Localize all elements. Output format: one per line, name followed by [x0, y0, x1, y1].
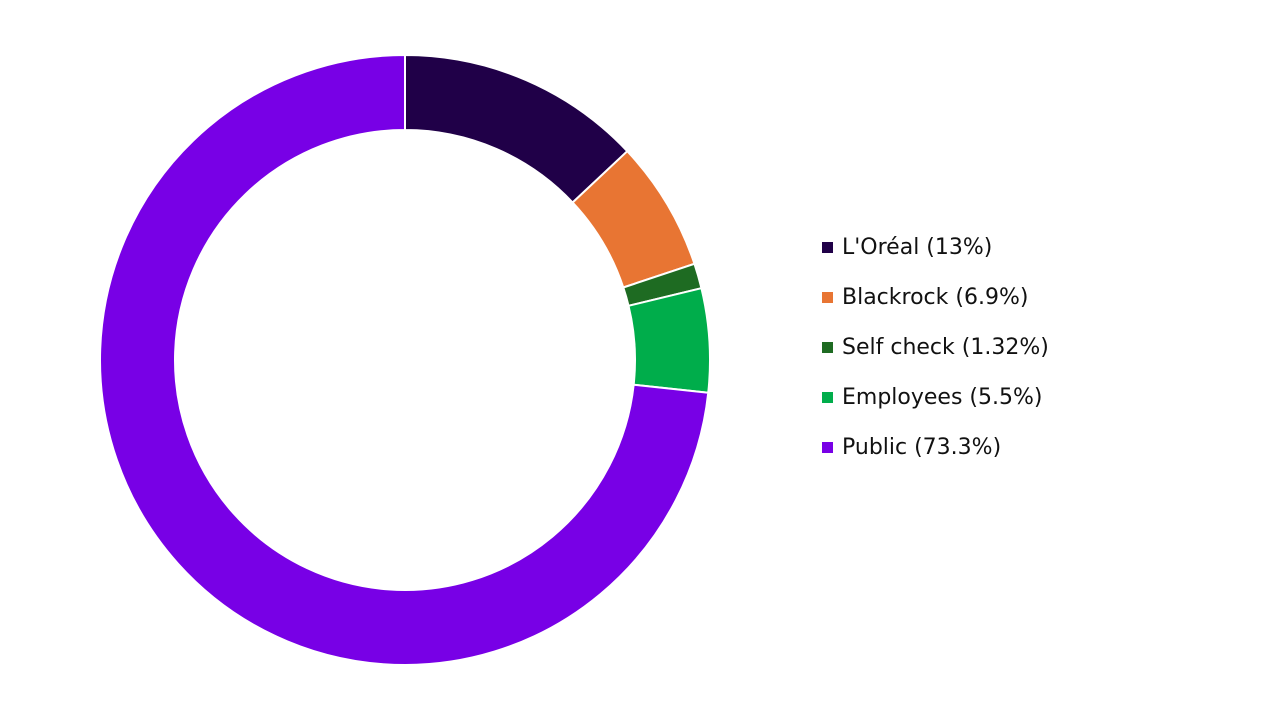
legend-label-public: Public (73.3%): [842, 434, 1002, 460]
legend-swatch-loreal: [822, 241, 833, 253]
legend-item-employees: Employees (5.5%): [822, 372, 1049, 422]
legend-item-self-check: Self check (1.32%): [822, 322, 1049, 372]
legend-item-loreal: L'Oréal (13%): [822, 222, 1049, 272]
donut-slice-employees: [627, 287, 711, 394]
donut-slice-public: [99, 54, 710, 666]
legend-swatch-employees: [822, 391, 833, 403]
legend-label-loreal: L'Oréal (13%): [842, 234, 993, 260]
legend-swatch-blackrock: [822, 291, 833, 303]
donut-slice-l-or-al: [404, 54, 629, 204]
legend-swatch-public: [822, 441, 833, 453]
legend-item-blackrock: Blackrock (6.9%): [822, 272, 1049, 322]
legend-label-blackrock: Blackrock (6.9%): [842, 284, 1029, 310]
legend-label-self-check: Self check (1.32%): [842, 334, 1049, 360]
legend-item-public: Public (73.3%): [822, 422, 1049, 472]
legend-label-employees: Employees (5.5%): [842, 384, 1043, 410]
legend-swatch-self-check: [822, 341, 833, 353]
chart-legend: L'Oréal (13%) Blackrock (6.9%) Self chec…: [822, 222, 1049, 472]
